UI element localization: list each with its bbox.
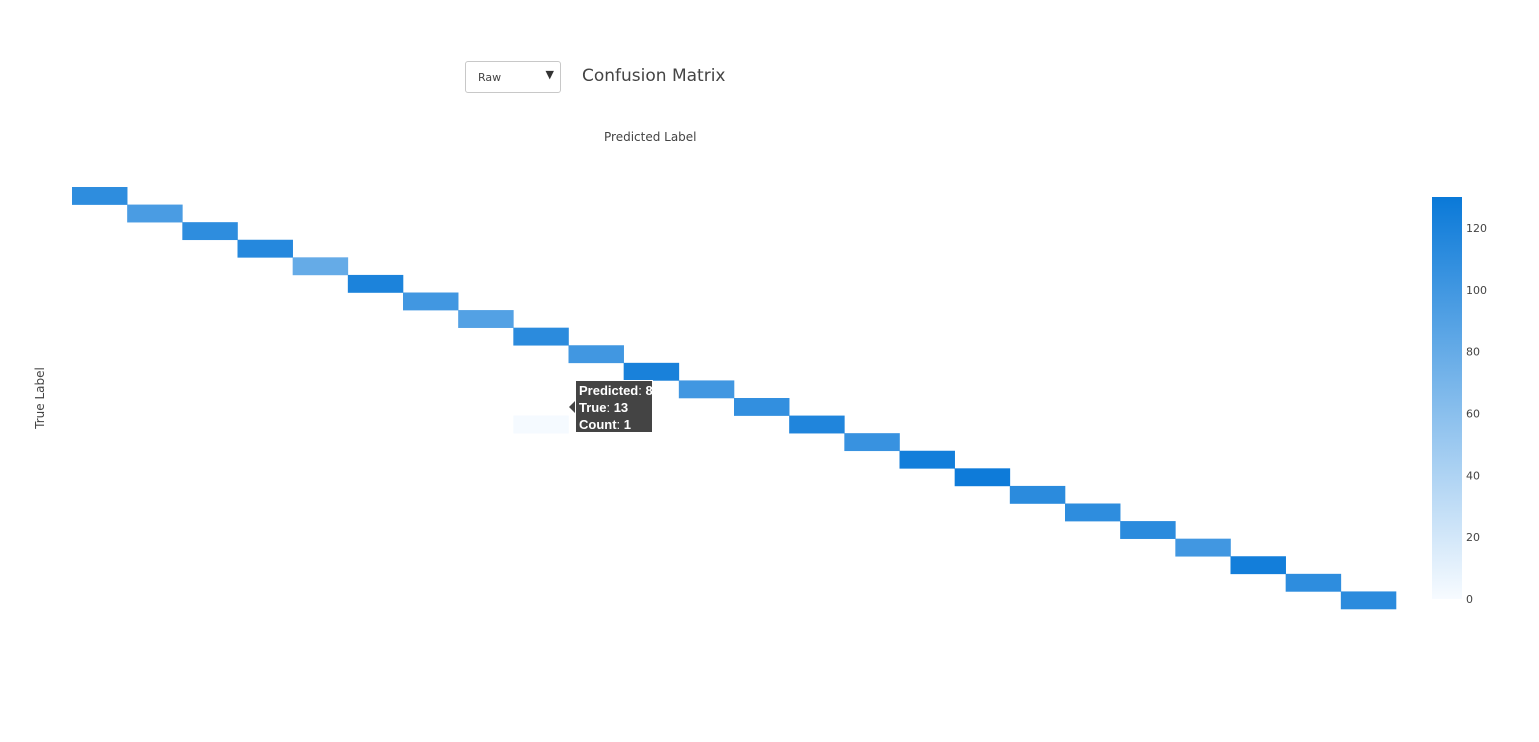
- heatmap-cell-19-19[interactable]: [1120, 521, 1176, 539]
- colorbar-tick-label: 120: [1466, 222, 1487, 235]
- heatmap-cell-16-16[interactable]: [954, 468, 1011, 487]
- colorbar-tick-label: 40: [1466, 469, 1480, 482]
- y-axis-title: True Label: [33, 367, 47, 429]
- heatmap-cell-23-23[interactable]: [1340, 591, 1397, 610]
- heatmap-cell-5-5[interactable]: [347, 274, 404, 293]
- tooltip-true-line: True: 13: [579, 400, 629, 415]
- tooltip-predicted-value: 8: [645, 383, 653, 398]
- heatmap-cell-0-0[interactable]: [72, 187, 128, 205]
- tooltip-predicted-key: Predicted: [579, 383, 639, 398]
- heatmap-cell-18-18[interactable]: [1065, 503, 1121, 522]
- dropdown-selected-value: Raw: [478, 71, 502, 84]
- heatmap-cell-13-13[interactable]: [789, 415, 845, 434]
- heatmap-cell-2-2[interactable]: [182, 222, 238, 241]
- colorbar-gradient: [1432, 197, 1462, 599]
- colorbar-ticks: 0 20 40 60 80 100 120: [1466, 222, 1487, 606]
- heatmap-cell-8-8[interactable]: [513, 327, 569, 346]
- heatmap-cell-4-4[interactable]: [292, 257, 349, 276]
- heatmap-cell-12-12[interactable]: [734, 398, 790, 416]
- heatmap-cell-9-9[interactable]: [568, 345, 624, 364]
- colorbar-tick-label: 100: [1466, 284, 1487, 297]
- heatmap-cell-14-14[interactable]: [844, 433, 900, 452]
- tooltip-true-value: 13: [613, 400, 629, 415]
- tooltip-count-line: Count: 1: [579, 417, 632, 432]
- normalization-dropdown[interactable]: Raw ▼: [465, 61, 561, 93]
- heatmap-cell-17-17[interactable]: [1009, 485, 1066, 504]
- tooltip-count-key: Count: [579, 417, 617, 432]
- x-axis-title: Predicted Label: [604, 130, 697, 144]
- tooltip-true-key: True: [579, 400, 607, 415]
- colorbar-tick-label: 0: [1466, 593, 1473, 606]
- heatmap-cell-6-6[interactable]: [403, 292, 459, 311]
- heatmap-cells: [72, 187, 1397, 610]
- chart-title: Confusion Matrix: [582, 66, 726, 86]
- colorbar-tick-label: 60: [1466, 408, 1480, 421]
- tooltip-count-value: 1: [623, 417, 632, 432]
- heatmap-cell-11-11[interactable]: [678, 380, 735, 399]
- heatmap-cell-3-3[interactable]: [237, 239, 293, 258]
- heatmap-cell-7-7[interactable]: [458, 310, 514, 328]
- colorbar: 0 20 40 60 80 100 120: [1432, 197, 1487, 606]
- heatmap-cell-13-8[interactable]: [513, 415, 569, 434]
- heatmap-cell-22-22[interactable]: [1285, 573, 1342, 592]
- colorbar-tick-label: 20: [1466, 531, 1480, 544]
- heatmap-cell-20-20[interactable]: [1175, 538, 1231, 557]
- colorbar-tick-label: 80: [1466, 346, 1480, 359]
- heatmap-cell-10-10[interactable]: [623, 362, 680, 381]
- tooltip-predicted-line: Predicted: 8: [579, 383, 653, 398]
- heatmap-cell-1-1[interactable]: [127, 204, 183, 223]
- heatmap-cell-15-15[interactable]: [899, 450, 955, 469]
- hover-tooltip: Predicted: 8 True: 13 Count: 1: [575, 380, 653, 433]
- triangle-down-icon: ▼: [545, 68, 554, 81]
- tooltip-arrow: [569, 401, 575, 413]
- heatmap-cell-21-21[interactable]: [1230, 556, 1286, 575]
